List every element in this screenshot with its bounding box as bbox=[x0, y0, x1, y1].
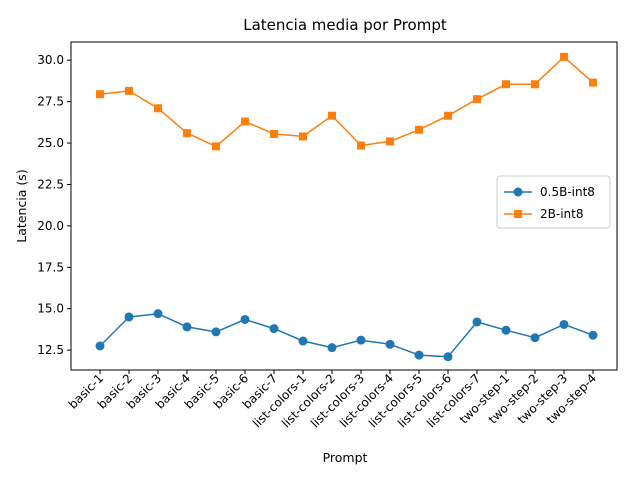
data-point-square bbox=[589, 78, 597, 87]
data-point-circle bbox=[95, 341, 105, 351]
y-tick-label: 20.0 bbox=[37, 219, 64, 233]
data-point-circle bbox=[298, 336, 308, 346]
data-point-circle bbox=[530, 333, 540, 343]
data-point-square bbox=[415, 125, 423, 134]
y-tick-label: 25.0 bbox=[37, 136, 64, 150]
data-point-square bbox=[125, 86, 133, 95]
legend-label-1: 2B-int8 bbox=[540, 207, 583, 221]
data-point-square bbox=[328, 111, 336, 120]
y-axis-label: Latencia (s) bbox=[14, 169, 29, 242]
data-point-circle bbox=[356, 335, 366, 345]
legend: 0.5B-int8 2B-int8 bbox=[496, 175, 611, 229]
y-tick-label: 27.5 bbox=[37, 95, 64, 109]
data-point-square bbox=[212, 142, 220, 151]
data-point-circle bbox=[414, 350, 424, 360]
data-point-square bbox=[357, 141, 365, 150]
y-tick-label: 30.0 bbox=[37, 53, 64, 67]
data-point-square bbox=[154, 104, 162, 113]
legend-label-0: 0.5B-int8 bbox=[540, 185, 595, 199]
series-line-0 bbox=[99, 312, 594, 358]
data-point-circle bbox=[501, 325, 511, 335]
y-tick-label: 15.0 bbox=[37, 302, 64, 316]
data-point-square bbox=[502, 80, 510, 89]
data-point-square bbox=[96, 90, 104, 99]
data-point-square bbox=[444, 111, 452, 120]
data-point-square bbox=[270, 129, 278, 138]
plot-frame bbox=[70, 41, 618, 371]
chart-title: Latencia media por Prompt bbox=[243, 16, 447, 34]
y-tick-label: 17.5 bbox=[37, 260, 64, 274]
data-point-square bbox=[386, 137, 394, 146]
legend-frame bbox=[496, 175, 611, 229]
x-axis-label: Prompt bbox=[323, 450, 368, 465]
series-line-1 bbox=[99, 56, 594, 148]
data-point-circle bbox=[211, 327, 221, 337]
data-point-circle bbox=[588, 330, 598, 340]
data-point-square bbox=[241, 117, 249, 126]
data-point-circle bbox=[385, 339, 395, 349]
data-point-circle bbox=[327, 343, 337, 353]
data-point-circle bbox=[559, 319, 569, 329]
data-point-circle bbox=[153, 309, 163, 319]
data-point-square bbox=[531, 80, 539, 89]
data-point-square bbox=[560, 52, 568, 61]
legend-marker-square bbox=[514, 210, 522, 218]
data-point-square bbox=[299, 132, 307, 141]
data-point-circle bbox=[240, 314, 250, 324]
legend-marker-circle bbox=[513, 187, 523, 197]
data-point-circle bbox=[443, 352, 453, 362]
data-point-circle bbox=[269, 324, 279, 334]
y-tick-label: 12.5 bbox=[37, 343, 64, 357]
data-point-square bbox=[183, 129, 191, 138]
data-point-square bbox=[473, 95, 481, 104]
y-tick-label: 22.5 bbox=[37, 177, 64, 191]
data-point-circle bbox=[472, 317, 482, 327]
data-point-circle bbox=[182, 322, 192, 332]
data-point-circle bbox=[124, 312, 134, 322]
